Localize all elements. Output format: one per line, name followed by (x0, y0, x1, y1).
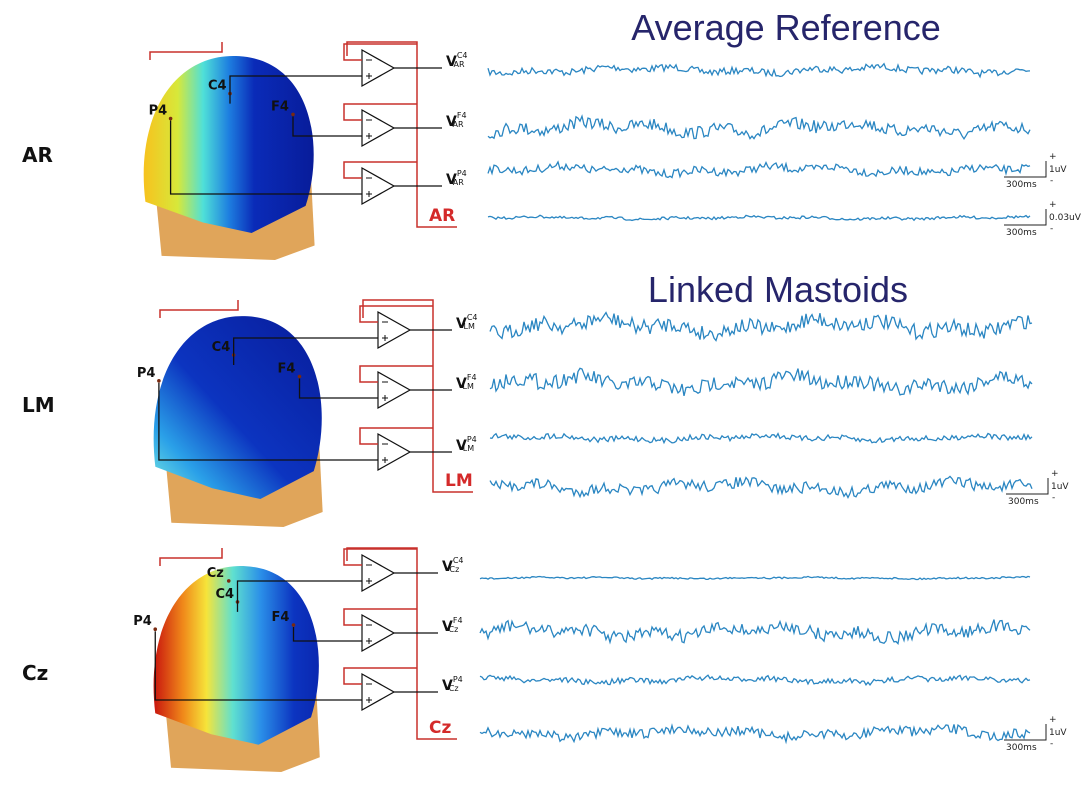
signal-electrode: F4 (453, 616, 463, 625)
row-label: LM (22, 393, 55, 417)
figure: Average Reference Linked Mastoids ARARC4… (0, 0, 1089, 796)
signal-reference: AR (453, 178, 464, 187)
scale-time: 300ms (1006, 743, 1037, 753)
reference-label: Cz (429, 718, 451, 738)
scale-time: 300ms (1008, 497, 1039, 507)
electrode (227, 579, 231, 583)
reference-label: AR (429, 206, 455, 226)
electrode-label: P4 (133, 614, 152, 629)
signal-reference: LM (463, 444, 474, 453)
signal-electrode: F4 (467, 373, 477, 382)
reference-label: LM (445, 471, 473, 491)
scale-plus: + (1051, 469, 1059, 479)
scale-amplitude: 0.03uV (1049, 213, 1082, 223)
scale-plus: + (1049, 152, 1057, 162)
electrode (292, 623, 296, 627)
signal-electrode: F4 (457, 111, 467, 120)
electrode (291, 113, 295, 117)
electrode-label: F4 (278, 362, 296, 377)
row-label: Cz (22, 661, 48, 685)
signal-label: VF4LM (456, 373, 477, 392)
scale-minus: - (1050, 176, 1053, 186)
electrode-label: C4 (216, 587, 235, 602)
signal-electrode: C4 (457, 51, 468, 60)
signal-electrode: P4 (453, 675, 463, 684)
electrode (169, 117, 173, 121)
scale-time: 300ms (1006, 228, 1037, 238)
scale-plus: + (1049, 715, 1057, 725)
signal-reference: AR (453, 120, 464, 129)
electrode-label: P4 (137, 366, 156, 381)
signal-reference: Cz (449, 625, 459, 634)
section-title: Linked Mastoids (648, 269, 908, 310)
scale-amplitude: 1uV (1051, 482, 1069, 492)
scale-time: 300ms (1006, 180, 1037, 190)
scale-minus: - (1050, 739, 1053, 749)
electrode-label: P4 (149, 104, 168, 119)
electrode (153, 627, 157, 631)
electrode (157, 379, 161, 383)
section-title: Average Reference (631, 7, 941, 48)
electrode-label: Cz (207, 566, 224, 581)
signal-electrode: P4 (457, 169, 467, 178)
electrode-label: F4 (271, 99, 289, 114)
signal-electrode: P4 (467, 435, 477, 444)
scale-amplitude: 1uV (1049, 165, 1067, 175)
electrode-label: C4 (212, 340, 231, 355)
electrode (298, 375, 302, 379)
signal-electrode: C4 (453, 556, 464, 565)
signal-label: VP4LM (456, 435, 477, 454)
electrode-label: F4 (272, 610, 290, 625)
signal-reference: Cz (450, 565, 460, 574)
scale-minus: - (1052, 493, 1055, 503)
signal-reference: LM (464, 322, 475, 331)
signal-reference: AR (454, 60, 465, 69)
scale-amplitude: 1uV (1049, 728, 1067, 738)
electrode-label: C4 (208, 79, 227, 94)
signal-reference: LM (463, 382, 474, 391)
row-label: AR (22, 143, 53, 167)
scale-plus: + (1049, 200, 1057, 210)
scale-minus: - (1050, 224, 1053, 234)
signal-label: VC4LM (456, 313, 478, 332)
signal-electrode: C4 (467, 313, 478, 322)
signal-reference: Cz (449, 684, 459, 693)
